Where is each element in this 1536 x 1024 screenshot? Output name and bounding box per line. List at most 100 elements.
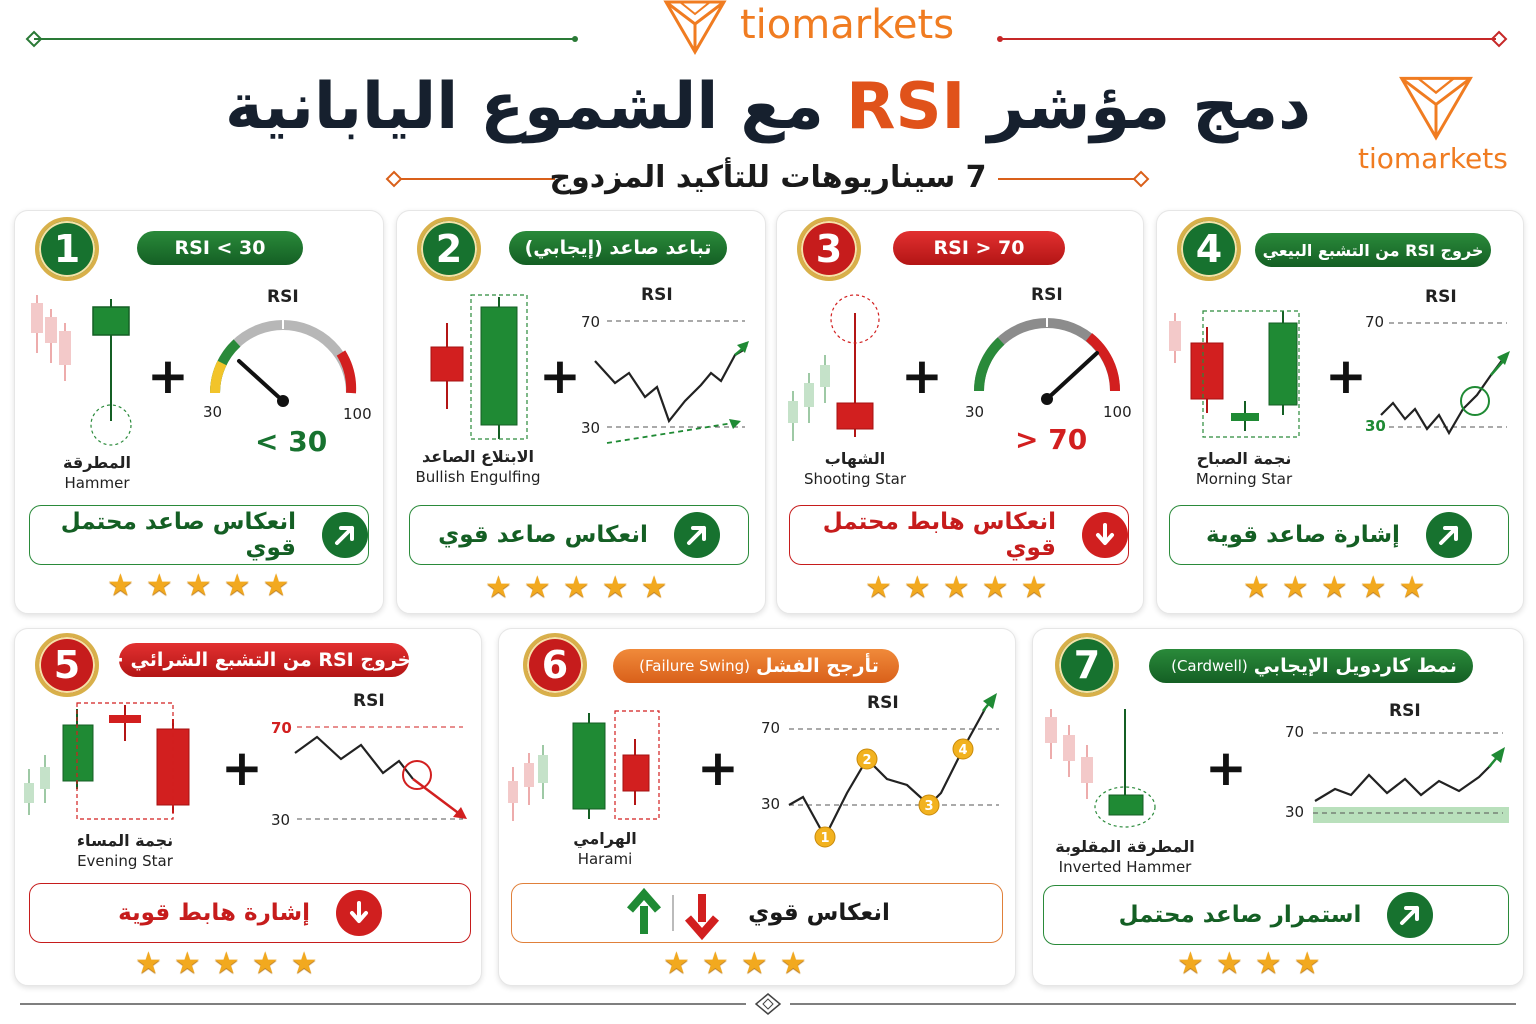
scenario-condition-badge: تأرجح الفشل (Failure Swing): [613, 649, 899, 683]
rsi-value-text: > 70: [1015, 423, 1088, 456]
plus-icon: +: [539, 347, 581, 405]
pattern-label: الابتلاع الصاعد Bullish Engulfing: [411, 447, 545, 487]
harami-candles-illustration: [508, 710, 660, 821]
svg-text:4: 4: [958, 743, 967, 758]
pattern-label: نجمة المساء Evening Star: [69, 831, 181, 871]
star-icon: ★: [562, 570, 590, 605]
pattern-name-en: Shooting Star: [804, 470, 906, 488]
rsi-label: RSI: [1425, 287, 1457, 307]
star-icon: ★: [173, 946, 201, 981]
scenario-card-4: 4 خروج RSI من التشبع البيعي نجمة الصباح …: [1156, 210, 1524, 614]
gauge-max-label: 100: [1103, 403, 1132, 421]
star-icon: ★: [903, 570, 931, 605]
scenario-card-2: 2 تباعد صاعد (إيجابي) الابتلاع الصاعد Bu…: [396, 210, 766, 614]
signal-text: استمرار صاعد محتمل: [1118, 902, 1362, 928]
star-icon: ★: [523, 570, 551, 605]
pattern-name-ar: الهرامي: [573, 829, 637, 848]
scenario-condition-badge: RSI < 30: [137, 231, 303, 265]
scenario-number: 4: [1177, 217, 1241, 281]
morning-star-candles-illustration: [1169, 310, 1300, 438]
header-left-ornament: [25, 30, 578, 48]
star-icon: ★: [981, 570, 1009, 605]
level-30-label: 30: [761, 795, 781, 813]
star-icon: ★: [485, 570, 512, 605]
signal-text: انعكاس قوي: [748, 900, 890, 926]
pattern-name-en: Evening Star: [77, 852, 173, 870]
scenario-number: 5: [35, 633, 99, 697]
arrow-up-right-icon: [1425, 512, 1472, 558]
scenario-number: 2: [417, 217, 481, 281]
pattern-label: نجمة الصباح Morning Star: [1185, 449, 1303, 489]
plus-icon: +: [901, 347, 943, 405]
pill-text-ar: تأرجح الفشل: [756, 655, 879, 677]
scenario-number: 1: [35, 217, 99, 281]
scenario-card-5: 5 خروج RSI من التشبع الشرائي · نجمة المس…: [14, 628, 482, 986]
star-icon: ★: [135, 946, 162, 981]
star-icon: ★: [701, 946, 729, 981]
pattern-name-ar: نجمة الصباح: [1196, 449, 1292, 468]
brand-logo-top: tiomarkets: [662, 0, 982, 56]
svg-text:1: 1: [820, 831, 829, 846]
scenario-card-1: 1 RSI < 30 المطرقة Hammer + RSI 30 100 <…: [14, 210, 384, 614]
plus-icon: +: [147, 347, 189, 405]
star-icon: ★: [1398, 570, 1426, 605]
pill-text-en: (Failure Swing): [639, 657, 750, 675]
pattern-name-ar: الابتلاع الصاعد: [421, 447, 535, 466]
page-title: دمج مؤشر RSI مع الشموع اليابانية: [0, 70, 1536, 144]
star-icon: ★: [1254, 946, 1282, 981]
brand-name-secondary: tiomarkets: [1358, 142, 1508, 175]
bullish-engulfing-candles-illustration: [430, 294, 528, 440]
rsi-label: RSI: [1031, 285, 1063, 305]
signal-text: إشارة هابط قوية: [118, 900, 310, 926]
page-subtitle: 7 سيناريوهات للتأكيد المزدوج: [549, 160, 987, 195]
level-30-label: 30: [271, 811, 291, 829]
signal-box: انعكاس صاعد محتمل قوي: [29, 505, 369, 565]
pattern-label: الشهاب Shooting Star: [801, 449, 909, 489]
rsi-label: RSI: [867, 693, 899, 713]
star-icon: ★: [740, 946, 768, 981]
svg-text:2: 2: [862, 753, 871, 768]
rating-stars: ★ ★ ★ ★ ★: [1243, 573, 1426, 603]
scenario-number: 3: [797, 217, 861, 281]
failure-swing-point-2: 2: [856, 748, 878, 770]
signal-box: انعكاس هابط محتمل قوي: [789, 505, 1129, 565]
level-70-label: 70: [1285, 723, 1305, 741]
pattern-name-en: Morning Star: [1195, 470, 1293, 488]
rsi-cardwell-chart: [1313, 732, 1509, 823]
subtitle-ornament-left: [385, 170, 555, 188]
arrow-down-icon: [1082, 512, 1128, 558]
plus-icon: +: [1205, 739, 1247, 797]
subtitle-ornament-right: [998, 170, 1150, 188]
star-icon: ★: [1177, 946, 1204, 981]
tio-logo-icon: [663, 0, 727, 55]
pattern-label: الهرامي Harami: [565, 829, 645, 869]
star-icon: ★: [1215, 946, 1243, 981]
gauge-min-label: 30: [965, 403, 985, 421]
pattern-name-en: Inverted Hammer: [1058, 858, 1192, 876]
star-icon: ★: [1243, 570, 1270, 605]
scenario-condition-badge: نمط كاردويل الإيجابي (Cardwell): [1149, 649, 1473, 683]
scenario-number: 7: [1055, 633, 1119, 697]
rsi-label: RSI: [1389, 701, 1421, 721]
pattern-name-en: Bullish Engulfing: [415, 468, 541, 486]
pattern-name-ar: المطرقة المقلوبة: [1055, 837, 1195, 856]
scenario-card-6: 6 تأرجح الفشل (Failure Swing) الهرامي Ha…: [498, 628, 1016, 986]
rating-stars: ★ ★ ★ ★: [663, 949, 807, 979]
signal-text: انعكاس صاعد محتمل قوي: [60, 509, 296, 561]
star-icon: ★: [942, 570, 970, 605]
pattern-name-ar: نجمة المساء: [76, 831, 174, 850]
star-icon: ★: [640, 570, 668, 605]
pill-text-ar: نمط كاردويل الإيجابي: [1253, 655, 1457, 677]
brand-name: tiomarkets: [740, 2, 955, 48]
pill-text-en: (Cardwell): [1171, 657, 1248, 675]
signal-text: انعكاس هابط محتمل قوي: [822, 509, 1056, 561]
failure-swing-point-1: 1: [814, 826, 836, 848]
scenario-condition-badge: RSI > 70: [893, 231, 1065, 265]
shooting-star-candles-illustration: [788, 294, 880, 441]
rsi-divergence-chart: [594, 320, 749, 444]
up-down-arrows-icon: [624, 887, 722, 941]
star-icon: ★: [1320, 570, 1348, 605]
star-icon: ★: [290, 946, 318, 981]
rsi-gauge-high: [974, 318, 1121, 405]
arrow-up-right-icon: [673, 512, 720, 558]
